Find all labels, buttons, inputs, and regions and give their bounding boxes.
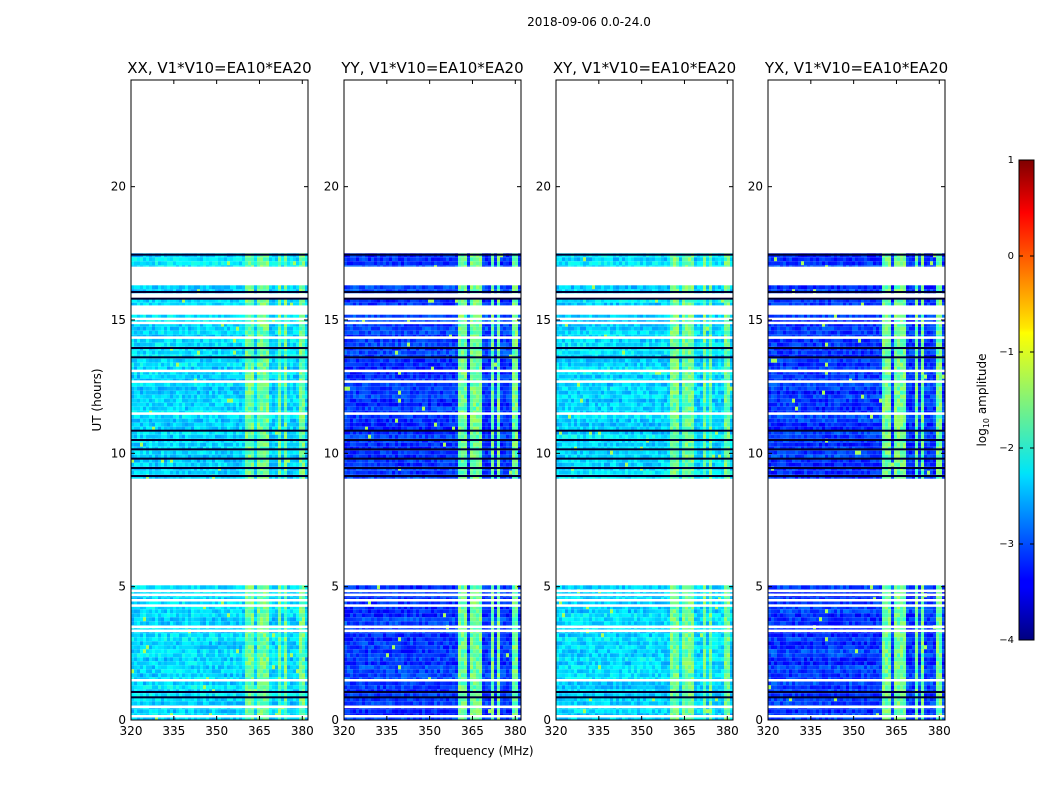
x-tick-label: 350 <box>418 724 441 738</box>
panel-frame <box>130 79 309 721</box>
colorbar-ticks: 1 0 −1 −2 −3 −4 <box>999 155 1034 646</box>
y-tick-label: 0 <box>543 713 551 727</box>
y-tick-label: 0 <box>331 713 339 727</box>
x-tick-label: 365 <box>461 724 484 738</box>
y-tick-label: 0 <box>118 713 126 727</box>
panel-frame <box>343 79 522 721</box>
x-tick-label: 365 <box>248 724 271 738</box>
colorbar-tick-label: 0 <box>1008 251 1014 262</box>
x-tick-label: 320 <box>545 724 568 738</box>
y-tick-label: 5 <box>118 580 126 594</box>
y-tick-label: 15 <box>111 313 126 327</box>
figure-suptitle: 2018-09-06 0.0-24.0 <box>527 15 651 29</box>
panel-title: XY, V1*V10=EA10*EA20 <box>553 59 736 77</box>
colorbar-tick-label: −4 <box>999 635 1014 646</box>
heatmap-cells <box>131 253 308 720</box>
heatmap-cells <box>768 253 945 720</box>
colorbar-label: log10 amplitude <box>975 354 991 447</box>
panels: XX, V1*V10=EA10*EA20 320 335 350 365 380 0 5 10 1… <box>111 59 951 738</box>
y-tick-label: 20 <box>536 180 551 194</box>
x-tick-label: 335 <box>375 724 398 738</box>
y-tick-label: 20 <box>748 180 763 194</box>
x-tick-label: 380 <box>504 724 527 738</box>
x-axis-label: frequency (MHz) <box>434 744 533 758</box>
x-tick-label: 335 <box>162 724 185 738</box>
y-tick-label: 5 <box>755 580 763 594</box>
colorbar: 10−1−2−3−4 log10 amplitude <box>975 155 1035 646</box>
colorbar-tick-label: −2 <box>999 443 1014 454</box>
y-tick-label: 10 <box>536 446 551 460</box>
panel-frame <box>555 79 734 721</box>
heatmap-cells <box>344 253 521 720</box>
y-tick-label: 10 <box>748 446 763 460</box>
colorbar-tick-label: −1 <box>999 347 1014 358</box>
y-tick-label: 20 <box>324 180 339 194</box>
y-tick-label: 10 <box>111 446 126 460</box>
x-tick-label: 320 <box>757 724 780 738</box>
x-tick-label: 365 <box>885 724 908 738</box>
y-tick-label: 5 <box>543 580 551 594</box>
x-tick-label: 380 <box>291 724 314 738</box>
y-tick-label: 20 <box>111 180 126 194</box>
colorbar-label-log: log <box>975 428 989 446</box>
colorbar-label-amplitude: amplitude <box>975 354 989 418</box>
x-tick-label: 365 <box>673 724 696 738</box>
y-axis-label: UT (hours) <box>90 368 104 431</box>
x-tick-label: 380 <box>928 724 951 738</box>
x-tick-label: 320 <box>333 724 356 738</box>
y-tick-label: 10 <box>324 446 339 460</box>
x-tick-label: 350 <box>205 724 228 738</box>
x-tick-label: 335 <box>587 724 610 738</box>
y-tick-label: 15 <box>536 313 551 327</box>
heatmap-cells <box>556 253 733 720</box>
y-tick-label: 0 <box>755 713 763 727</box>
y-tick-label: 5 <box>331 580 339 594</box>
panel-title: YX, V1*V10=EA10*EA20 <box>764 59 948 77</box>
y-tick-label: 15 <box>748 313 763 327</box>
panel-frame <box>767 79 946 721</box>
colorbar-tick-label: 1 <box>1008 155 1014 166</box>
colorbar-label-subscript: 10 <box>982 418 991 428</box>
panel-title: YY, V1*V10=EA10*EA20 <box>340 59 523 77</box>
panel-1: XX, V1*V10=EA10*EA20 320 335 350 365 380 0 5 10 1… <box>111 59 314 738</box>
panel-3: XY, V1*V10=EA10*EA20 320 335 350 365 380 0 5 10 1… <box>536 59 739 738</box>
panel-2: YY, V1*V10=EA10*EA20 320 335 350 365 380 0 5 10 1… <box>324 59 527 738</box>
colorbar-gradient <box>1018 159 1035 641</box>
panel-title: XX, V1*V10=EA10*EA20 <box>127 59 311 77</box>
panel-4: YX, V1*V10=EA10*EA20 320 335 350 365 380 0 5 10 1… <box>748 59 951 738</box>
colorbar-tick-label: −3 <box>999 539 1014 550</box>
x-tick-label: 350 <box>842 724 865 738</box>
x-tick-label: 335 <box>799 724 822 738</box>
x-tick-label: 380 <box>716 724 739 738</box>
x-tick-label: 350 <box>630 724 653 738</box>
x-tick-label: 320 <box>120 724 143 738</box>
y-tick-label: 15 <box>324 313 339 327</box>
